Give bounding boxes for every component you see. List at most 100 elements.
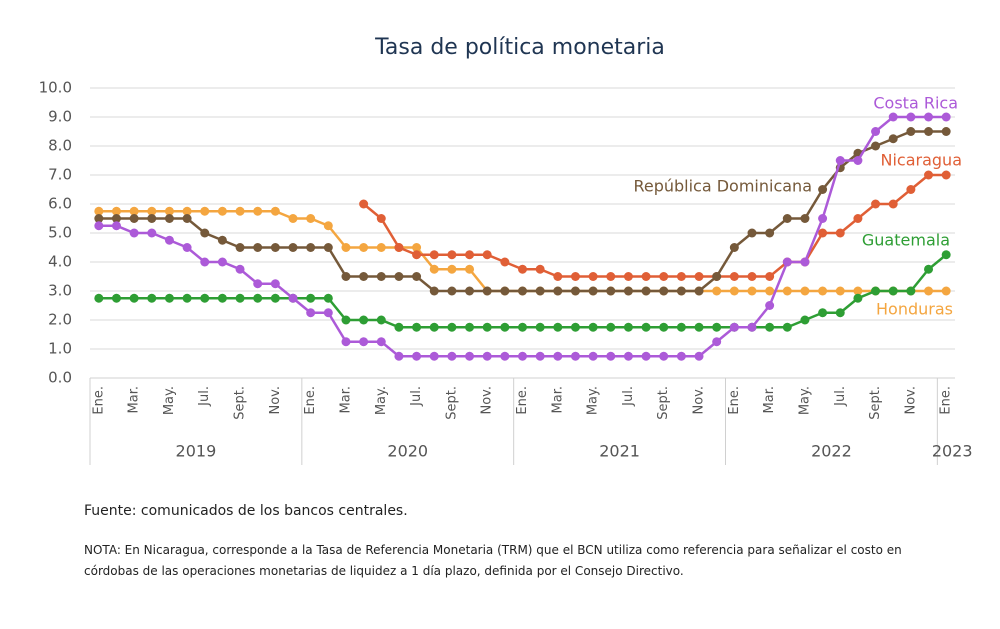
- data-point: [518, 351, 527, 361]
- data-point: [570, 286, 580, 296]
- data-point: [359, 337, 369, 347]
- data-point: [606, 351, 616, 361]
- data-point: [553, 351, 563, 361]
- data-point: [323, 293, 333, 303]
- x-tick-label: Sept.: [868, 386, 883, 420]
- x-tick-label: Jul.: [197, 386, 212, 407]
- data-point: [500, 257, 510, 267]
- data-point: [359, 199, 369, 209]
- data-point: [623, 272, 633, 281]
- data-point: [694, 272, 704, 281]
- data-point: [588, 272, 598, 281]
- data-point: [164, 235, 174, 245]
- data-point: [924, 112, 934, 122]
- x-tick-label: Mar.: [550, 386, 565, 413]
- data-point: [906, 286, 916, 296]
- data-point: [147, 214, 157, 223]
- data-point: [412, 322, 422, 332]
- series-line: [98, 210, 947, 293]
- data-point: [129, 214, 139, 223]
- x-tick-label: May.: [586, 386, 601, 415]
- data-point: [270, 243, 280, 252]
- x-tick-label: Ene.: [727, 386, 742, 415]
- data-point: [782, 286, 792, 296]
- data-point: [729, 272, 739, 281]
- data-point: [447, 322, 457, 332]
- data-point: [729, 322, 739, 332]
- data-point: [147, 293, 157, 303]
- data-point: [270, 206, 280, 216]
- x-tick-label: Mar.: [762, 386, 777, 413]
- chart-title: Tasa de política monetaria: [374, 35, 665, 60]
- data-point: [412, 243, 422, 252]
- year-label: 2022: [811, 442, 852, 461]
- data-point: [111, 206, 121, 216]
- x-tick-label: May.: [797, 386, 812, 415]
- data-point: [747, 228, 757, 238]
- data-point: [429, 286, 439, 296]
- data-point: [306, 293, 316, 303]
- data-point: [941, 112, 951, 122]
- series-label: Nicaragua: [881, 151, 963, 170]
- data-point: [729, 243, 739, 252]
- data-point: [306, 214, 316, 223]
- data-point: [447, 250, 457, 260]
- data-point: [924, 170, 934, 180]
- x-tick-label: Ene.: [91, 386, 106, 415]
- data-point: [747, 322, 757, 332]
- data-point: [906, 185, 916, 194]
- data-point: [288, 293, 298, 303]
- data-point: [164, 214, 174, 223]
- x-tick-label: Mar.: [338, 386, 353, 413]
- data-point: [871, 286, 881, 296]
- data-point: [712, 322, 722, 332]
- year-label: 2019: [176, 442, 217, 461]
- data-point: [694, 286, 704, 296]
- x-tick-label: May.: [374, 386, 389, 415]
- data-point: [588, 322, 598, 332]
- data-point: [235, 264, 245, 274]
- data-point: [217, 293, 227, 303]
- data-point: [818, 185, 828, 194]
- data-point: [164, 206, 174, 216]
- data-point: [500, 322, 510, 332]
- data-point: [871, 127, 881, 136]
- data-point: [412, 272, 422, 281]
- y-tick-label: 6.0: [48, 195, 72, 213]
- y-tick-label: 9.0: [48, 108, 72, 126]
- data-point: [465, 322, 475, 332]
- data-point: [623, 286, 633, 296]
- y-tick-label: 3.0: [48, 282, 72, 300]
- data-point: [800, 257, 810, 267]
- data-point: [924, 286, 934, 296]
- data-point: [906, 112, 916, 122]
- data-point: [253, 206, 263, 216]
- data-point: [765, 322, 775, 332]
- data-point: [94, 293, 104, 303]
- data-point: [394, 351, 404, 361]
- data-point: [729, 286, 739, 296]
- data-point: [447, 351, 457, 361]
- data-point: [712, 337, 722, 347]
- data-point: [835, 228, 845, 238]
- data-point: [818, 214, 828, 223]
- data-point: [94, 214, 104, 223]
- y-tick-label: 1.0: [48, 340, 72, 358]
- x-tick-label: Nov.: [903, 386, 918, 415]
- x-tick-label: Ene.: [303, 386, 318, 415]
- data-point: [853, 293, 863, 303]
- data-point: [782, 214, 792, 223]
- data-point: [641, 286, 651, 296]
- data-point: [800, 315, 810, 325]
- data-point: [394, 272, 404, 281]
- data-point: [217, 206, 227, 216]
- series-label: República Dominicana: [633, 177, 812, 196]
- data-point: [570, 351, 580, 361]
- data-point: [341, 272, 351, 281]
- data-point: [412, 250, 422, 260]
- data-point: [941, 286, 951, 296]
- data-point: [323, 221, 333, 231]
- series-label: Guatemala: [862, 231, 950, 250]
- data-point: [553, 272, 563, 281]
- data-point: [888, 286, 898, 296]
